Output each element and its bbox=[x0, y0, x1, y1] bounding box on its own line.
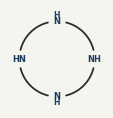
Text: HN: HN bbox=[12, 55, 26, 63]
Text: H: H bbox=[53, 98, 60, 107]
Text: N: N bbox=[53, 92, 60, 101]
Text: NH: NH bbox=[87, 55, 101, 63]
Text: N: N bbox=[53, 17, 60, 26]
Text: H: H bbox=[53, 11, 60, 20]
